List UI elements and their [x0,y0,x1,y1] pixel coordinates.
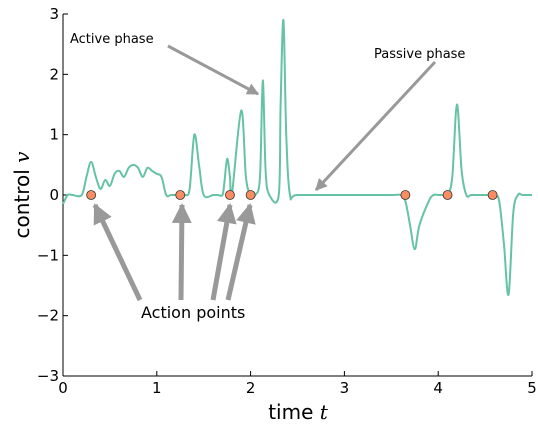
passive-phase-label: Passive phase [374,47,465,62]
x-tick-label: 5 [527,379,537,397]
y-tick-label: −3 [37,367,59,385]
action-point-marker [487,190,498,200]
annotation-arrows [92,44,437,302]
x-ticks: 0 1 2 3 4 5 [58,371,537,397]
action-points-arrow-2 [171,203,192,301]
action-point-marker [225,190,235,200]
x-tick-label: 3 [340,379,350,397]
action-point-marker [86,190,97,200]
x-axis-label: time t [268,400,329,424]
active-phase-label: Active phase [70,32,154,47]
y-tick-label: 0 [49,186,59,204]
action-points-arrow-3 [210,203,237,301]
action-points-arrow-4 [225,203,256,301]
action-point-marker [245,190,256,200]
action-point-marker [400,190,411,200]
active-phase-arrow [167,44,260,96]
y-tick-label: 1 [49,126,59,144]
action-points-label: Action points [141,303,245,322]
y-tick-label: 2 [49,65,59,83]
action-points [86,190,498,200]
action-point-marker [442,190,453,200]
y-tick-label: 3 [49,5,59,23]
y-axis-label: control v [10,151,34,239]
action-points-arrow-1 [92,203,143,302]
action-point-marker [175,190,186,200]
x-tick-label: 4 [433,379,443,397]
x-tick-label: 0 [58,379,68,397]
x-tick-label: 1 [152,379,162,397]
y-tick-label: −2 [37,307,59,325]
y-tick-label: −1 [37,246,59,264]
passive-phase-arrow [314,60,437,192]
x-tick-label: 2 [246,379,256,397]
y-ticks: 3 2 1 0 −1 −2 −3 [37,5,68,385]
